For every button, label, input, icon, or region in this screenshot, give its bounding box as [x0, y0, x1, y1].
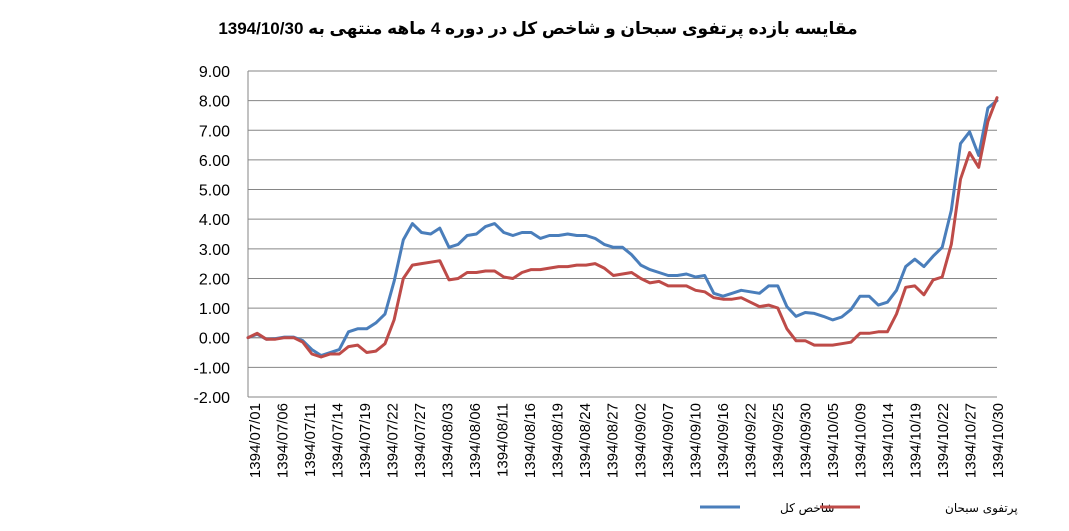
series-line-0 [246, 99, 999, 357]
x-tick-label: 1394/08/19 [550, 403, 567, 478]
x-tick-label: 1394/07/27 [412, 403, 429, 478]
series-lines [246, 96, 999, 359]
x-tick-label: 1394/07/01 [247, 403, 264, 478]
y-axis-tick-labels: -2.00 -1.00 0.00 1.00 2.00 3.00 4.00 5.00 6.00 7.… [194, 64, 231, 407]
x-tick-label: 1394/10/27 [962, 403, 979, 478]
x-tick-label: 1394/09/07 [660, 403, 677, 478]
y-tick-label: -1.00 [194, 360, 231, 377]
series-line-1 [246, 96, 999, 359]
x-tick-label: 1394/08/24 [577, 403, 594, 478]
x-tick-label: 1394/07/19 [357, 403, 374, 478]
x-tick-label: 1394/10/19 [907, 403, 924, 478]
x-tick-label: 1394/09/10 [687, 403, 704, 478]
x-tick-label: 1394/08/16 [522, 403, 539, 478]
x-tick-label: 1394/07/14 [330, 403, 347, 478]
y-tick-label: 3.00 [199, 242, 230, 259]
x-tick-label: 1394/08/27 [605, 403, 622, 478]
y-tick-label: 0.00 [199, 331, 230, 348]
x-tick-label: 1394/08/06 [467, 403, 484, 478]
y-tick-label: 4.00 [199, 212, 230, 229]
x-axis [247, 71, 997, 397]
y-tick-label: 6.00 [199, 153, 230, 170]
y-tick-label: -2.00 [194, 390, 231, 407]
legend-label-shakhes-kol: شاخص کل [780, 501, 834, 516]
y-tick-label: 2.00 [199, 271, 230, 288]
y-tick-label: 9.00 [199, 64, 230, 81]
x-tick-label: 1394/10/22 [935, 403, 952, 478]
x-tick-label: 1394/08/03 [440, 403, 457, 478]
x-tick-label: 1394/10/09 [852, 403, 869, 478]
x-tick-label: 1394/07/22 [385, 403, 402, 478]
x-tick-label: 1394/09/30 [797, 403, 814, 478]
legend-label-portfoy-sobhan: پرتفوی سبحان [945, 501, 1018, 516]
x-tick-label: 1394/10/30 [990, 403, 1007, 478]
x-tick-label: 1394/07/06 [275, 403, 292, 478]
x-axis-tick-labels: 1394/07/01 1394/07/06 1394/07/11 1394/07/14… [247, 403, 1007, 478]
y-tick-label: 8.00 [199, 94, 230, 111]
y-tick-label: 5.00 [199, 183, 230, 200]
chart-title: مقایسه بازده پرتفوی سبحان و شاخص کل در د… [218, 19, 857, 39]
x-tick-label: 1394/09/22 [742, 403, 759, 478]
x-tick-label: 1394/10/14 [880, 403, 897, 478]
y-tick-label: 7.00 [199, 123, 230, 140]
x-tick-label: 1394/10/05 [825, 403, 842, 478]
y-tick-label: 1.00 [199, 301, 230, 318]
x-tick-label: 1394/09/02 [632, 403, 649, 478]
x-tick-label: 1394/07/11 [302, 403, 319, 477]
x-tick-label: 1394/09/25 [770, 403, 787, 478]
legend: شاخص کل پرتفوی سبحان [700, 501, 1018, 516]
x-tick-label: 1394/09/16 [715, 403, 732, 478]
x-tick-label: 1394/08/11 [495, 403, 512, 477]
